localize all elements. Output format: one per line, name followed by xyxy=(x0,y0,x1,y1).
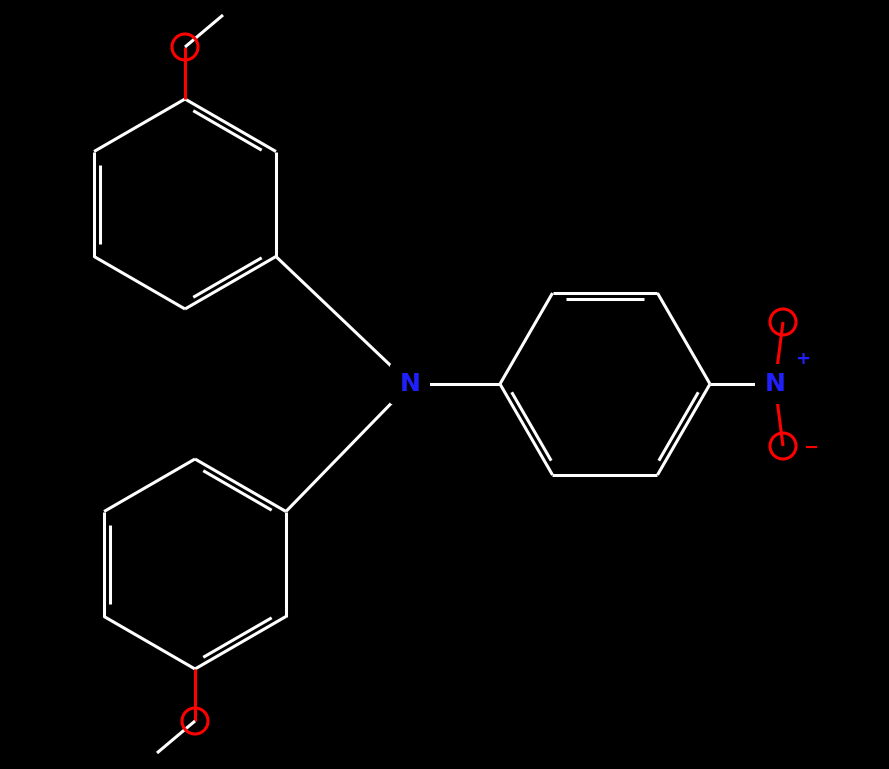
FancyBboxPatch shape xyxy=(390,364,430,404)
Text: N: N xyxy=(765,372,786,396)
Text: +: + xyxy=(796,350,811,368)
FancyBboxPatch shape xyxy=(755,364,795,404)
Text: −: − xyxy=(804,439,819,457)
Text: N: N xyxy=(399,372,420,396)
